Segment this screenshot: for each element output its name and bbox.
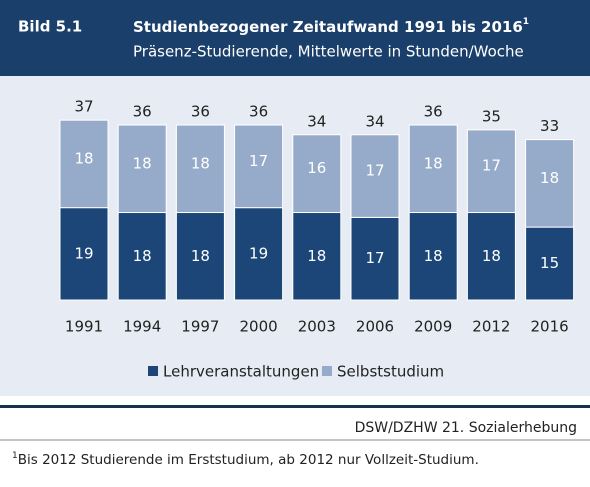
segment-label: 19 (74, 244, 93, 262)
source: DSW/DZHW 21. Sozialerhebung (355, 420, 577, 436)
segment-label: 18 (424, 154, 443, 172)
x-tick-label: 2000 (240, 318, 278, 336)
segment-label: 18 (191, 247, 210, 265)
x-tick-label: 1997 (181, 318, 219, 336)
x-tick-label: 2009 (414, 318, 452, 336)
bar-segment (117, 124, 167, 214)
segment-label: 18 (133, 247, 152, 265)
segment-label: 17 (365, 162, 384, 180)
x-tick-label: 1991 (65, 318, 103, 336)
segment-label: 18 (482, 247, 501, 265)
segment-label: 17 (365, 249, 384, 267)
segment-label: 18 (133, 154, 152, 172)
segment-label: 18 (540, 169, 559, 187)
segment-label: 18 (74, 149, 93, 167)
segment-label: 19 (249, 244, 268, 262)
segment-label: 18 (307, 247, 326, 265)
legend-swatch (322, 366, 332, 376)
plot: 19 18 37 1991 18 18 36 1994 18 18 36 1997 19 17 36 2000… (59, 98, 575, 381)
total-label: 36 (133, 103, 152, 121)
segment-label: 15 (540, 254, 559, 272)
bar-segment (175, 124, 225, 214)
title: Studienbezogener Zeitaufwand 1991 bis 20… (133, 17, 529, 36)
bar-segment (408, 124, 458, 214)
bar-segment (466, 212, 516, 301)
x-tick-label: 2003 (298, 318, 336, 336)
x-tick-label: 2012 (472, 318, 510, 336)
total-label: 34 (307, 112, 326, 130)
legend-label: Lehrveranstaltungen (163, 363, 319, 381)
bar-segment (59, 207, 109, 301)
bar-segment (234, 124, 284, 209)
total-label: 36 (249, 103, 268, 121)
total-label: 35 (482, 107, 501, 125)
x-tick-label: 2006 (356, 318, 394, 336)
bar-segment (59, 119, 109, 209)
footnote-mark: 1 (12, 451, 18, 461)
footnote-text: Bis 2012 Studierende im Erststudium, ab … (18, 452, 479, 468)
bar-segment (408, 212, 458, 301)
total-label: 34 (365, 112, 384, 130)
subtitle: Präsenz-Studierende, Mittelwerte in Stun… (133, 43, 524, 61)
segment-label: 17 (249, 152, 268, 170)
bar-segment (234, 207, 284, 301)
bar-segment (525, 139, 575, 228)
x-tick-label: 1994 (123, 318, 161, 336)
header-band (0, 0, 590, 76)
legend-swatch (148, 366, 158, 376)
x-tick-label: 2016 (531, 318, 569, 336)
total-label: 36 (424, 103, 443, 121)
bar-segment (350, 134, 400, 218)
bar-segment (525, 226, 575, 301)
title-text: Studienbezogener Zeitaufwand 1991 bis 20… (133, 18, 523, 36)
total-label: 37 (74, 98, 93, 116)
bar-segment (175, 212, 225, 301)
bar-segment (292, 134, 342, 214)
total-label: 33 (540, 117, 559, 135)
segment-label: 18 (191, 154, 210, 172)
segment-label: 16 (307, 159, 326, 177)
title-note: 1 (523, 17, 529, 27)
segment-label: 17 (482, 157, 501, 175)
separator (0, 405, 590, 408)
segment-label: 18 (424, 247, 443, 265)
footnote: 1Bis 2012 Studierende im Erststudium, ab… (12, 451, 479, 469)
total-label: 36 (191, 103, 210, 121)
bar-segment (117, 212, 167, 301)
figure-label: Bild 5.1 (18, 18, 82, 36)
legend-label: Selbststudium (337, 363, 444, 381)
bar-segment (466, 129, 516, 214)
